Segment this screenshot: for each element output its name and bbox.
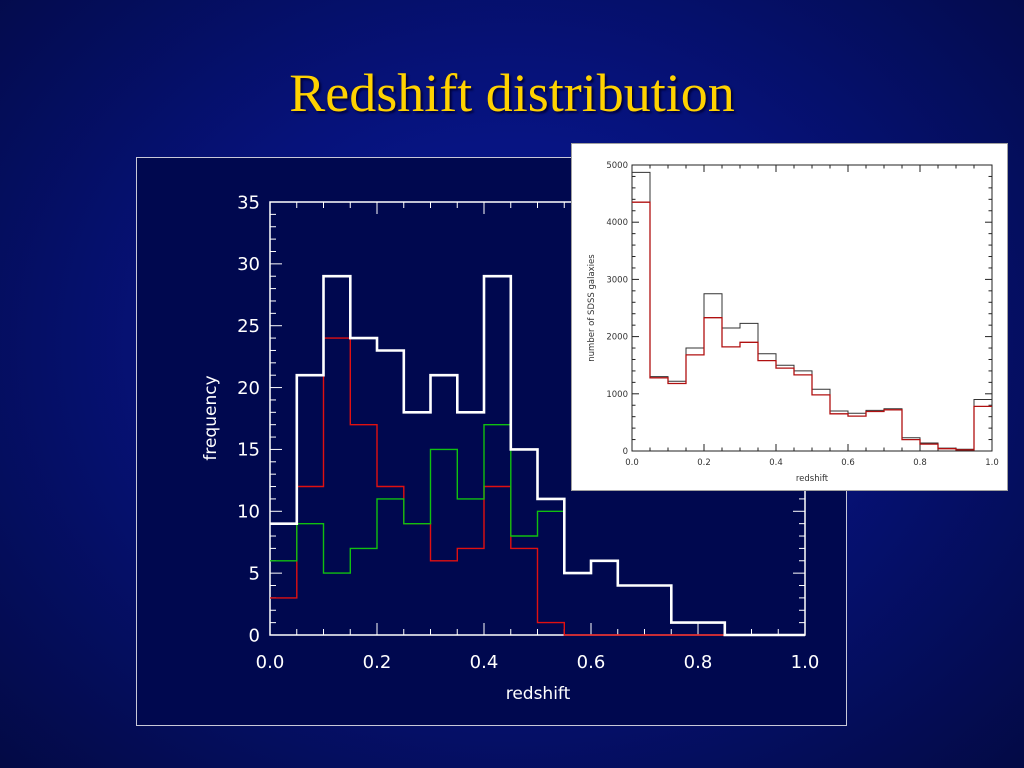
main-chart-series bbox=[270, 274, 805, 637]
main-y-tick-label: 20 bbox=[237, 378, 260, 399]
inset-x-tick-label: 0.6 bbox=[841, 458, 855, 468]
inset-chart-xlabel: redshift bbox=[796, 474, 829, 484]
main-chart-tick-labels: 0.0 0.2 0.4 0.6 0.8 1.0 0 5 10 15 20 25 30 35 bbox=[237, 192, 819, 673]
main-x-tick-label: 0.2 bbox=[363, 652, 392, 673]
main-y-tick-label: 30 bbox=[237, 254, 260, 275]
inset-y-tick-label: 3000 bbox=[606, 275, 628, 285]
inset-y-tick-label: 0 bbox=[623, 447, 628, 457]
inset-chart-tick-labels: 0.0 0.2 0.4 0.6 0.8 1.0 0 1000 2000 3000 4000 5000 bbox=[606, 161, 998, 468]
main-x-tick-label: 0.6 bbox=[577, 652, 606, 673]
inset-y-tick-label: 5000 bbox=[606, 161, 628, 171]
main-x-tick-label: 1.0 bbox=[791, 652, 820, 673]
inset-y-tick-label: 1000 bbox=[606, 390, 628, 400]
inset-chart-background bbox=[571, 143, 1008, 491]
inset-x-tick-label: 0.8 bbox=[913, 458, 927, 468]
main-chart-xlabel: redshift bbox=[506, 684, 571, 704]
inset-x-tick-label: 0.4 bbox=[769, 458, 783, 468]
inset-chart-ylabel: number of SDSS galaxies bbox=[587, 254, 597, 362]
inset-histogram-chart: 0.0 0.2 0.4 0.6 0.8 1.0010002000300040005000 … bbox=[571, 143, 1008, 491]
main-x-tick-label: 0.0 bbox=[256, 652, 285, 673]
inset-x-tick-label: 0.2 bbox=[697, 458, 711, 468]
main-y-tick-label: 35 bbox=[237, 192, 260, 213]
main-chart-ylabel: frequency bbox=[201, 375, 221, 460]
main-series-1-line bbox=[270, 337, 805, 636]
inset-chart-series bbox=[632, 171, 992, 451]
main-x-tick-label: 0.4 bbox=[470, 652, 499, 673]
inset-series-1-line bbox=[632, 201, 992, 451]
main-y-tick-label: 0 bbox=[249, 625, 260, 646]
inset-y-tick-label: 2000 bbox=[606, 333, 628, 343]
main-y-tick-label: 10 bbox=[237, 502, 260, 523]
main-y-tick-label: 5 bbox=[249, 563, 260, 584]
inset-chart-ticks bbox=[631, 164, 993, 452]
main-series-0-line bbox=[270, 274, 805, 637]
inset-y-tick-label: 4000 bbox=[606, 218, 628, 228]
main-x-tick-label: 0.8 bbox=[684, 652, 713, 673]
main-y-tick-label: 25 bbox=[237, 316, 260, 337]
inset-x-tick-label: 0.0 bbox=[625, 458, 639, 468]
main-y-tick-label: 15 bbox=[237, 440, 260, 461]
slide-title: Redshift distribution bbox=[289, 63, 735, 123]
inset-x-tick-label: 1.0 bbox=[985, 458, 999, 468]
